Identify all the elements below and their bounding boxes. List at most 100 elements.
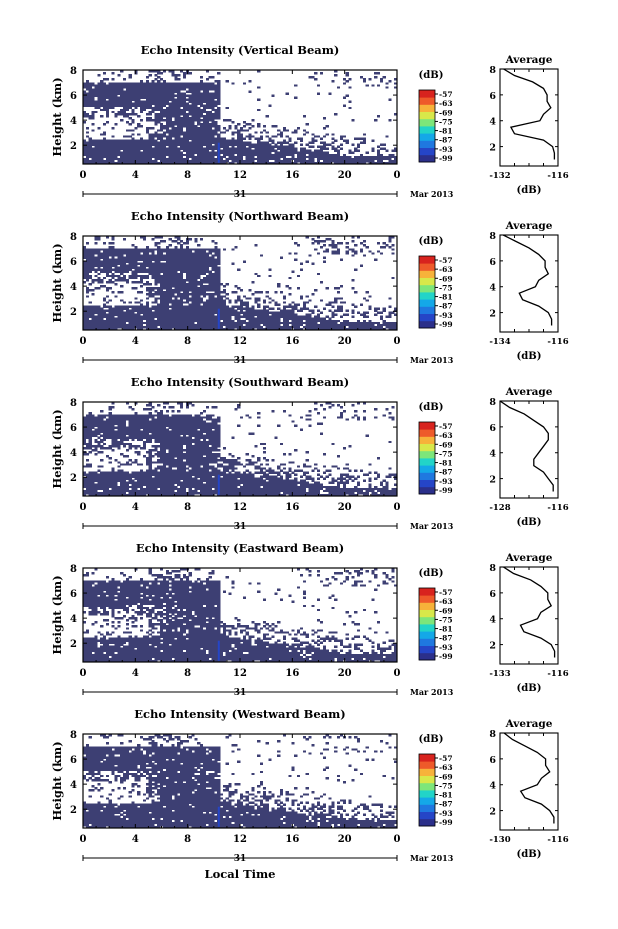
heatmap-cell: [111, 102, 115, 106]
heatmap-cell: [174, 270, 178, 274]
heatmap-cell: [185, 248, 189, 251]
heatmap-cell: [248, 325, 252, 329]
heatmap-cell: [231, 137, 235, 140]
heatmap-cell: [388, 305, 392, 308]
heatmap-cell: [145, 153, 149, 157]
heatmap-cell: [142, 236, 147, 239]
heatmap-cell: [97, 84, 101, 87]
heatmap-cell: [257, 317, 261, 321]
heatmap-cell: [100, 434, 104, 438]
heatmap-cell: [205, 114, 209, 118]
heatmap-cell: [122, 252, 127, 255]
heatmap-cell: [200, 129, 204, 132]
heatmap-cell: [214, 309, 218, 312]
heatmap-cell: [205, 106, 209, 110]
heatmap-cell: [154, 114, 158, 118]
heatmap-cell: [299, 153, 304, 157]
heatmap-cell: [188, 274, 192, 278]
heatmap-cell: [319, 325, 324, 329]
heatmap-cell: [254, 137, 258, 140]
heatmap-cell: [317, 272, 321, 276]
heatmap-cell: [317, 92, 321, 95]
heatmap-cell: [151, 161, 155, 165]
heatmap-cell: [120, 311, 124, 314]
heatmap-cell: [88, 471, 92, 474]
heatmap-cell: [168, 256, 172, 259]
heatmap-cell: [114, 149, 118, 153]
heatmap-cell: [165, 127, 169, 130]
heatmap-cell: [174, 149, 178, 153]
heatmap-cell: [208, 274, 212, 278]
heatmap-cell: [371, 147, 375, 150]
heatmap-cell: [114, 104, 118, 108]
heatmap-cell: [288, 303, 292, 306]
heatmap-cell: [168, 311, 172, 314]
heatmap-cell: [120, 299, 124, 302]
heatmap-cell: [145, 143, 149, 146]
heatmap-cell: [114, 147, 118, 150]
heatmap-cell: [137, 280, 141, 284]
heatmap-cell: [97, 479, 101, 482]
heatmap-cell: [97, 82, 101, 85]
heatmap-cell: [151, 258, 155, 261]
heatmap-cell: [279, 313, 284, 316]
heatmap-cell: [151, 149, 155, 153]
heatmap-cell: [162, 309, 167, 312]
heatmap-cell: [157, 327, 161, 331]
heatmap-cell: [305, 155, 309, 159]
heatmap-cell: [168, 287, 172, 290]
heatmap-cell: [88, 465, 92, 468]
heatmap-cell: [211, 303, 215, 306]
heatmap-cell: [148, 291, 152, 294]
heatmap-cell: [171, 155, 175, 159]
heatmap-cell: [140, 276, 144, 280]
heatmap-cell: [83, 430, 87, 433]
heatmap-cell: [322, 145, 326, 148]
heatmap-cell: [125, 325, 129, 329]
heatmap-cell: [200, 307, 204, 310]
heatmap-cell: [351, 321, 355, 325]
heatmap-cell: [154, 147, 158, 150]
heatmap-cell: [174, 260, 178, 263]
heatmap-cell: [162, 147, 167, 150]
heatmap-cell: [85, 317, 89, 321]
heatmap-cell: [188, 262, 192, 265]
heatmap-cell: [145, 139, 149, 142]
heatmap-cell: [160, 303, 164, 306]
heatmap-cell: [188, 108, 192, 112]
heatmap-cell: [168, 252, 172, 255]
heatmap-cell: [134, 92, 138, 95]
heatmap-cell: [120, 100, 124, 103]
heatmap-cell: [160, 266, 164, 269]
heatmap-cell: [211, 159, 215, 163]
heatmap-cell: [137, 258, 141, 261]
heatmap-cell: [357, 161, 361, 165]
heatmap-cell: [83, 147, 87, 150]
heatmap-cell: [97, 430, 101, 433]
heatmap-cell: [85, 430, 89, 433]
heatmap-cell: [88, 446, 92, 450]
heatmap-cell: [117, 321, 121, 325]
heatmap-cell: [391, 236, 395, 239]
heatmap-cell: [111, 321, 115, 325]
heatmap-cell: [137, 84, 141, 87]
heatmap-cell: [85, 248, 89, 251]
heatmap-cell: [105, 236, 109, 239]
heatmap-cell: [120, 285, 124, 288]
heatmap-cell: [379, 161, 384, 165]
heatmap-cell: [128, 139, 132, 142]
heatmap-cell: [202, 248, 207, 251]
heatmap-cell: [111, 260, 115, 263]
heatmap-cell: [185, 121, 189, 124]
heatmap-cell: [194, 155, 198, 159]
heatmap-cell: [211, 100, 215, 103]
heatmap-cell: [140, 274, 144, 278]
heatmap-cell: [114, 264, 118, 267]
heatmap-cell: [265, 151, 269, 155]
heatmap-cell: [322, 317, 326, 321]
heatmap-cell: [325, 323, 329, 327]
heatmap-cell: [208, 161, 212, 165]
heatmap-cell: [325, 327, 329, 331]
heatmap-cell: [105, 258, 109, 261]
heatmap-cell: [314, 240, 318, 243]
